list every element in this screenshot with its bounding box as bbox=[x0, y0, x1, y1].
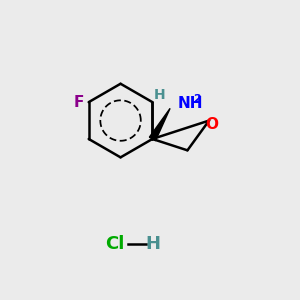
Text: H: H bbox=[154, 88, 166, 102]
Text: 2: 2 bbox=[193, 94, 200, 104]
Text: O: O bbox=[206, 118, 218, 133]
Text: Cl: Cl bbox=[105, 235, 124, 253]
Text: NH: NH bbox=[178, 96, 203, 111]
Polygon shape bbox=[149, 108, 170, 141]
Text: H: H bbox=[146, 235, 160, 253]
Text: F: F bbox=[73, 95, 84, 110]
